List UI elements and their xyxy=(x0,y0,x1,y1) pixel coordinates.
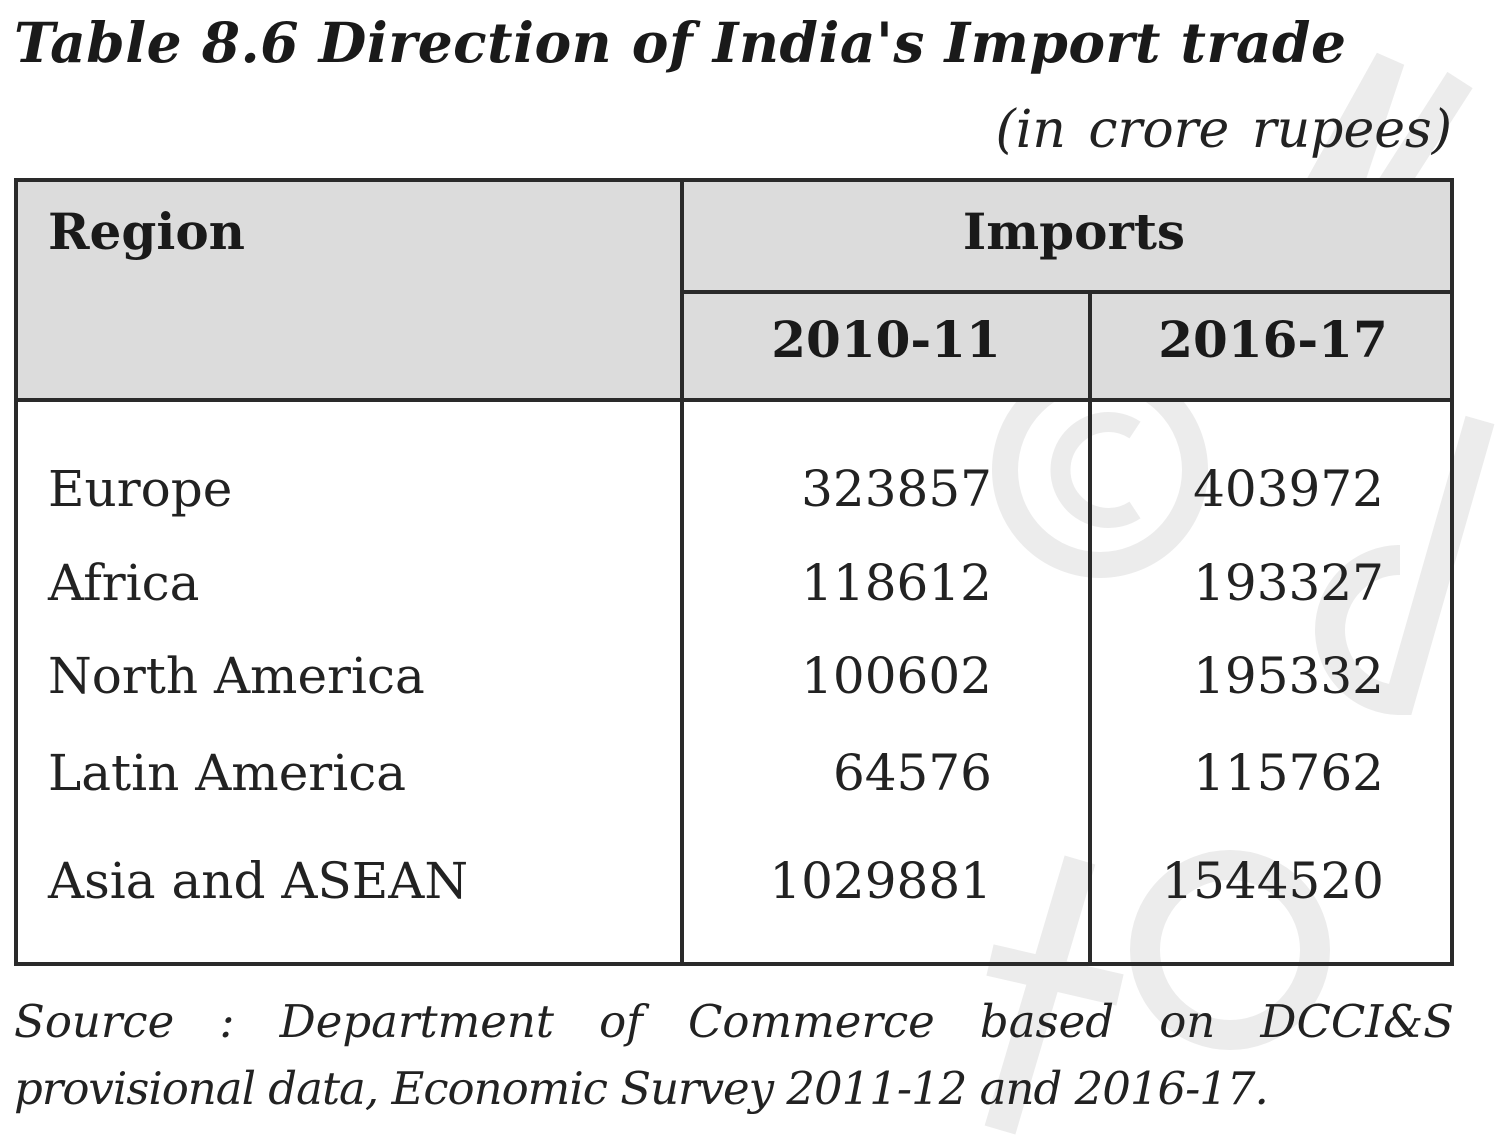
column-divider-region xyxy=(680,182,684,962)
table-title: Table 8.6 Direction of India's Import tr… xyxy=(14,10,1347,75)
value-2010-11-cell: 118612 xyxy=(801,554,992,612)
value-2016-17-cell: 193327 xyxy=(1193,554,1384,612)
value-2010-11-cell: 323857 xyxy=(801,460,992,518)
header-year-2010-11: 2010-11 xyxy=(771,310,1001,369)
region-cell: Asia and ASEAN xyxy=(48,852,469,910)
table-row: North America 100602 195332 xyxy=(18,647,1450,717)
header-year-2016-17: 2016-17 xyxy=(1158,310,1388,369)
region-cell: Africa xyxy=(48,554,200,612)
value-2010-11-cell: 1029881 xyxy=(769,852,992,910)
value-2016-17-cell: 1544520 xyxy=(1161,852,1384,910)
value-2010-11-cell: 64576 xyxy=(832,744,992,802)
source-line-2: provisional data, Economic Survey 2011-1… xyxy=(14,1062,1269,1115)
column-divider-years xyxy=(1088,292,1092,962)
region-cell: Europe xyxy=(48,460,233,518)
table-row: Asia and ASEAN 1029881 1544520 xyxy=(18,852,1450,922)
value-2016-17-cell: 403972 xyxy=(1193,460,1384,518)
value-2016-17-cell: 195332 xyxy=(1193,647,1384,705)
region-cell: Latin America xyxy=(48,744,407,802)
units-note: (in crore rupees) xyxy=(995,100,1452,160)
source-note: Source : Department of Commerce based on… xyxy=(14,988,1454,1122)
value-2016-17-cell: 115762 xyxy=(1193,744,1384,802)
import-trade-table: Region Imports 2010-11 2016-17 Europe 32… xyxy=(14,178,1454,966)
table-row: Europe 323857 403972 xyxy=(18,460,1450,530)
header-region: Region xyxy=(48,202,246,261)
source-line-1: Source : Department of Commerce based on… xyxy=(14,995,1454,1048)
header-divider-imports xyxy=(680,290,1450,294)
table-row: Latin America 64576 115762 xyxy=(18,744,1450,814)
region-cell: North America xyxy=(48,647,425,705)
value-2010-11-cell: 100602 xyxy=(801,647,992,705)
table-row: Africa 118612 193327 xyxy=(18,554,1450,624)
header-imports: Imports xyxy=(962,202,1186,261)
